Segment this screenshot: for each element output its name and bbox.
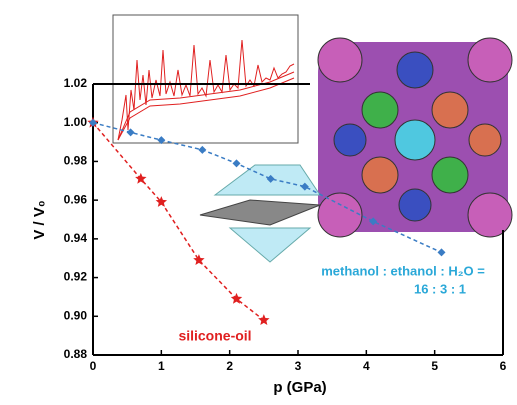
- series-label: methanol : ethanol : H₂O =: [321, 263, 485, 278]
- anvil-cell: [200, 165, 320, 262]
- x-tick-label: 1: [158, 359, 165, 373]
- diamond-marker: [198, 146, 206, 154]
- x-tick-label: 6: [500, 359, 507, 373]
- x-tick-label: 2: [226, 359, 233, 373]
- x-tick-label: 5: [431, 359, 438, 373]
- x-axis-label: p (GPa): [273, 379, 326, 396]
- diamond-marker: [233, 159, 241, 167]
- y-tick-label: 0.96: [64, 192, 88, 206]
- y-tick-label: 1.02: [64, 76, 88, 90]
- x-tick-label: 3: [295, 359, 302, 373]
- star-marker: [193, 254, 204, 265]
- crystal-structure: [318, 38, 512, 237]
- y-tick-label: 0.98: [64, 154, 88, 168]
- chart: p (GPa) V / V₀ 0.88 0.90 0.92 0.94 0.96 0.98 1…: [0, 0, 517, 405]
- star-marker: [135, 173, 146, 184]
- y-tick-label: 0.88: [64, 347, 88, 361]
- y-tick-label: 0.94: [64, 231, 88, 245]
- series-label: 16 : 3 : 1: [414, 281, 466, 296]
- x-tick-label: 4: [363, 359, 370, 373]
- inset-plot: [113, 15, 298, 143]
- series-label: silicone-oil: [178, 328, 251, 344]
- x-tick-label: 0: [90, 359, 97, 373]
- y-tick-label: 0.90: [64, 308, 88, 322]
- y-tick-label: 1.00: [64, 115, 88, 129]
- diamond-marker: [438, 248, 446, 256]
- star-marker: [258, 314, 269, 325]
- series-line: [93, 123, 264, 320]
- y-tick-label: 0.92: [64, 270, 88, 284]
- y-axis-label: V / V₀: [31, 200, 48, 239]
